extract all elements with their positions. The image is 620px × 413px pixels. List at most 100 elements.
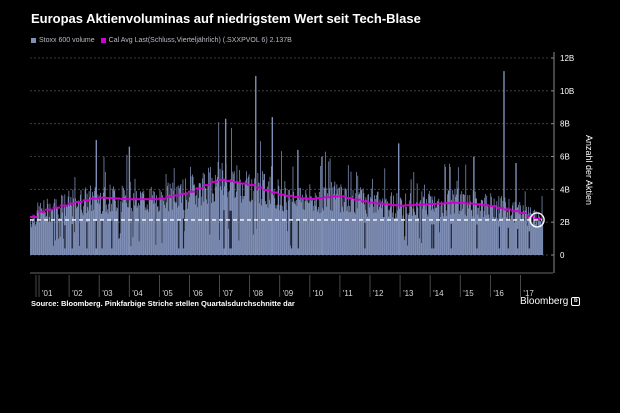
x-tick-label: '08	[253, 289, 264, 298]
volume-bar	[472, 216, 473, 255]
volume-bar	[395, 213, 396, 255]
volume-bar	[81, 209, 83, 255]
volume-bar	[57, 207, 58, 255]
volume-bar	[179, 188, 180, 255]
volume-bar	[416, 183, 418, 255]
volume-bar	[126, 154, 128, 255]
volume-bar	[380, 203, 382, 255]
volume-bar	[71, 205, 72, 255]
volume-bar	[509, 219, 511, 255]
volume-bar	[359, 193, 361, 255]
volume-bar	[478, 207, 479, 255]
volume-bar	[219, 239, 220, 255]
volume-bar	[259, 183, 261, 255]
volume-bar	[443, 216, 444, 255]
volume-bar	[289, 245, 291, 255]
volume-dip	[507, 227, 509, 249]
volume-bar	[30, 224, 32, 255]
volume-bar	[35, 223, 37, 255]
volume-bar	[265, 204, 267, 255]
x-tick-label: '13	[403, 289, 414, 298]
volume-bar	[85, 187, 87, 255]
volume-bar	[518, 204, 519, 255]
volume-bar	[134, 178, 136, 255]
volume-bar	[190, 176, 192, 255]
volume-bar	[119, 238, 120, 255]
volume-bar	[429, 195, 431, 255]
volume-dip	[101, 220, 103, 249]
volume-bar	[131, 211, 133, 255]
volume-bar	[268, 199, 270, 255]
volume-bar	[68, 190, 70, 255]
volume-bar	[335, 199, 336, 255]
volume-bar	[337, 194, 339, 255]
volume-bar	[414, 214, 416, 255]
volume-bar	[226, 182, 228, 255]
volume-bar	[105, 211, 107, 255]
volume-bar	[266, 186, 268, 255]
volume-bar	[369, 207, 371, 255]
volume-bar	[310, 196, 311, 255]
volume-bar	[246, 171, 247, 255]
volume-bar	[527, 214, 529, 255]
volume-bar	[324, 151, 326, 255]
volume-bar	[224, 186, 226, 255]
volume-bar	[290, 198, 292, 255]
volume-dip	[71, 224, 73, 249]
volume-bar	[424, 203, 426, 255]
volume-bar	[241, 202, 243, 255]
volume-bar	[125, 195, 126, 255]
y-tick-label: 10B	[560, 87, 574, 96]
volume-bar	[41, 208, 43, 255]
volume-bar	[44, 211, 45, 255]
volume-bar	[302, 194, 303, 255]
chart-title: Europas Aktienvoluminas auf niedrigstem …	[31, 11, 421, 26]
volume-bar	[418, 217, 419, 255]
volume-bar	[522, 205, 524, 255]
volume-bar	[362, 203, 363, 255]
volume-bar	[264, 201, 266, 255]
volume-bar	[146, 209, 147, 255]
volume-bar	[304, 201, 306, 255]
volume-bar	[348, 212, 350, 255]
volume-bar	[456, 180, 458, 255]
volume-dip	[64, 225, 66, 249]
volume-bar	[347, 206, 349, 255]
volume-bar	[483, 210, 485, 255]
volume-bar	[449, 163, 450, 255]
volume-bar	[316, 195, 317, 255]
volume-bar	[239, 170, 241, 255]
volume-bar	[172, 182, 174, 255]
volume-bar	[285, 187, 286, 255]
volume-bar	[200, 205, 202, 255]
volume-bar	[31, 227, 33, 255]
volume-bar	[339, 187, 340, 255]
volume-bar	[496, 201, 498, 255]
volume-bar	[499, 209, 501, 255]
volume-bar	[75, 198, 77, 255]
volume-bar	[63, 207, 65, 255]
volume-bar	[40, 203, 41, 255]
volume-bar	[493, 216, 494, 255]
volume-bar	[62, 195, 64, 255]
x-tick-label: '06	[192, 289, 203, 298]
volume-bar	[524, 191, 526, 255]
volume-bar	[356, 208, 358, 255]
volume-bar	[328, 161, 330, 255]
volume-bar	[233, 173, 234, 255]
volume-bar	[96, 203, 98, 255]
volume-bar	[412, 208, 414, 255]
legend: Stoxx 600 volume Cal Avg Last(Schluss,Vi…	[31, 37, 298, 44]
volume-bar	[231, 127, 232, 255]
volume-bar	[522, 212, 523, 255]
volume-bar	[408, 215, 409, 255]
volume-bar	[221, 190, 222, 255]
volume-bar	[201, 196, 203, 255]
volume-bar	[322, 208, 324, 255]
volume-dip	[111, 220, 113, 249]
volume-bar	[203, 201, 205, 255]
volume-bar	[454, 189, 456, 255]
volume-bar	[181, 194, 183, 255]
volume-dip	[450, 223, 452, 249]
volume-bar	[425, 210, 427, 255]
